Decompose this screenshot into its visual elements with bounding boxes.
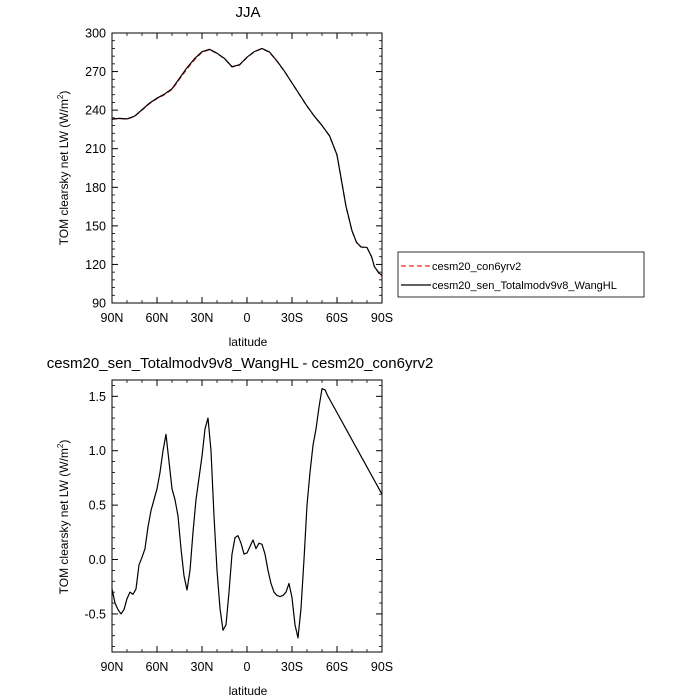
top-series-line-1	[111, 48, 383, 278]
bottom-x-tick-label: 90N	[101, 660, 124, 674]
bottom-series-line-1	[111, 388, 383, 639]
top-y-axis-label-tail: )	[57, 91, 71, 95]
top-chart-title: JJA	[235, 4, 260, 21]
top-y-tick-label: 150	[85, 219, 106, 233]
bottom-y-axis-label-sup: 2	[56, 443, 65, 448]
bottom-x-axis-label: latitude	[229, 684, 268, 698]
legend-box	[397, 251, 645, 298]
legend-label-series-1: cesm20_con6yrv2	[432, 261, 521, 273]
top-y-tick-label: 270	[85, 65, 106, 79]
bottom-x-tick-label: 60S	[326, 660, 348, 674]
top-x-tick-label: 60N	[146, 311, 169, 325]
bottom-y-tick-label: 1.5	[89, 390, 106, 404]
top-y-axis-label-main: TOM clearsky net LW (W/m	[57, 99, 71, 245]
bottom-plot-area: 90N 60N 30N 0 30S 60S 90S -0.5 0.0 0.5 1.0 1.5	[84, 379, 393, 674]
bottom-x-tick-label: 60N	[146, 660, 169, 674]
bottom-x-tick-label: 0	[244, 660, 251, 674]
top-x-tick-label: 0	[244, 311, 251, 325]
top-x-tick-label: 30N	[191, 311, 214, 325]
top-frame	[111, 32, 383, 304]
bottom-y-tick-label: 0.5	[89, 499, 106, 513]
top-y-axis-label: TOM clearsky net LW (W/m2)	[56, 91, 71, 246]
bottom-y-tick-label: -0.5	[84, 607, 106, 621]
top-x-tick-label: 30S	[281, 311, 303, 325]
bottom-y-tick-label: 1.0	[89, 444, 106, 458]
top-y-tick-label: 90	[92, 297, 106, 311]
top-series-line-2	[111, 47, 383, 276]
top-x-axis-label: latitude	[229, 335, 268, 349]
top-x-tick-label: 90N	[101, 311, 124, 325]
top-y-tick-label: 180	[85, 181, 106, 195]
legend-label-series-2: cesm20_sen_Totalmodv9v8_WangHL	[432, 280, 617, 292]
top-y-axis-label-sup: 2	[56, 94, 65, 99]
bottom-y-axis-label-tail: )	[57, 440, 71, 444]
bottom-x-tick-label: 30S	[281, 660, 303, 674]
bottom-y-axis-label-main: TOM clearsky net LW (W/m	[57, 448, 71, 594]
bottom-y-tick-label: 0.0	[89, 553, 106, 567]
bottom-y-axis-label: TOM clearsky net LW (W/m2)	[56, 440, 71, 595]
top-x-tick-label: 90S	[371, 311, 393, 325]
top-y-tick-label: 210	[85, 142, 106, 156]
top-legend: cesm20_con6yrv2 cesm20_sen_Totalmodv9v8_…	[397, 251, 645, 298]
top-x-tick-label: 60S	[326, 311, 348, 325]
bottom-x-tick-label: 30N	[191, 660, 214, 674]
top-plot-area: 90N 60N 30N 0 30S 60S 90S 90 120 150 180 210 240 270 3…	[85, 27, 393, 326]
bottom-x-tick-label: 90S	[371, 660, 393, 674]
top-y-tick-label: 240	[85, 104, 106, 118]
top-y-tick-label: 120	[85, 258, 106, 272]
bottom-chart-title: cesm20_sen_Totalmodv9v8_WangHL - cesm20_…	[47, 355, 434, 372]
top-y-tick-label: 300	[85, 27, 106, 41]
